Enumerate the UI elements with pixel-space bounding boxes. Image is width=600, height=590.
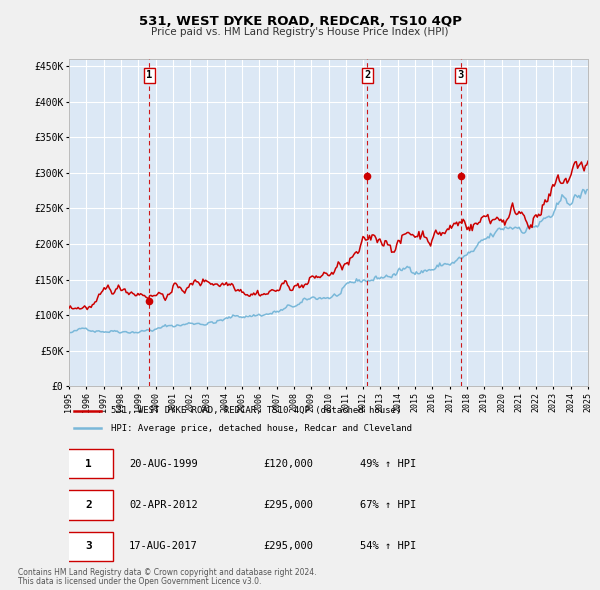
Text: 67% ↑ HPI: 67% ↑ HPI	[360, 500, 416, 510]
Text: £295,000: £295,000	[263, 500, 313, 510]
Text: Price paid vs. HM Land Registry's House Price Index (HPI): Price paid vs. HM Land Registry's House …	[151, 27, 449, 37]
Text: 20-AUG-1999: 20-AUG-1999	[129, 459, 198, 468]
Text: This data is licensed under the Open Government Licence v3.0.: This data is licensed under the Open Gov…	[18, 578, 262, 586]
FancyBboxPatch shape	[65, 449, 113, 478]
Text: £120,000: £120,000	[263, 459, 313, 468]
Text: 3: 3	[457, 70, 464, 80]
Text: Contains HM Land Registry data © Crown copyright and database right 2024.: Contains HM Land Registry data © Crown c…	[18, 568, 317, 577]
Text: 3: 3	[85, 542, 92, 551]
Text: 49% ↑ HPI: 49% ↑ HPI	[360, 459, 416, 468]
Text: 2: 2	[85, 500, 92, 510]
Text: 531, WEST DYKE ROAD, REDCAR, TS10 4QP: 531, WEST DYKE ROAD, REDCAR, TS10 4QP	[139, 15, 461, 28]
Text: 17-AUG-2017: 17-AUG-2017	[129, 542, 198, 551]
Text: 531, WEST DYKE ROAD, REDCAR, TS10 4QP (detached house): 531, WEST DYKE ROAD, REDCAR, TS10 4QP (d…	[110, 406, 401, 415]
Text: 02-APR-2012: 02-APR-2012	[129, 500, 198, 510]
Text: HPI: Average price, detached house, Redcar and Cleveland: HPI: Average price, detached house, Redc…	[110, 424, 412, 433]
Text: 2: 2	[364, 70, 371, 80]
Text: £295,000: £295,000	[263, 542, 313, 551]
Text: 1: 1	[85, 459, 92, 468]
Text: 54% ↑ HPI: 54% ↑ HPI	[360, 542, 416, 551]
Text: 1: 1	[146, 70, 152, 80]
FancyBboxPatch shape	[65, 532, 113, 561]
FancyBboxPatch shape	[65, 490, 113, 520]
